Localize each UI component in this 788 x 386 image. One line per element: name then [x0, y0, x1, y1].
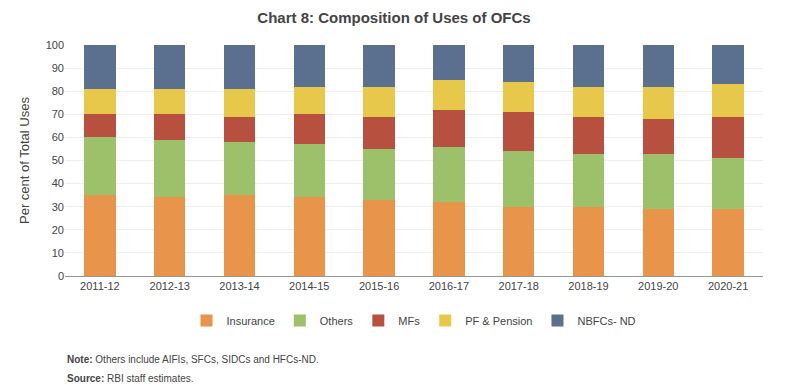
svg-text:2016-17: 2016-17	[429, 280, 469, 292]
svg-text:2011-12: 2011-12	[80, 280, 120, 292]
svg-text:Per cent of Total Uses: Per cent of Total Uses	[17, 97, 32, 224]
svg-text:2015-16: 2015-16	[359, 280, 399, 292]
svg-text:50: 50	[52, 154, 64, 166]
svg-text:NBFCs- ND: NBFCs- ND	[577, 315, 635, 327]
svg-text:2020-21: 2020-21	[708, 280, 748, 292]
svg-text:2018-19: 2018-19	[568, 280, 608, 292]
svg-text:40: 40	[52, 177, 64, 189]
svg-text:70: 70	[52, 108, 64, 120]
svg-text:100: 100	[46, 39, 64, 51]
svg-text:80: 80	[52, 85, 64, 97]
svg-text:PF & Pension: PF & Pension	[465, 315, 532, 327]
svg-text:2012-13: 2012-13	[150, 280, 190, 292]
svg-text:MFs: MFs	[398, 315, 420, 327]
svg-text:20: 20	[52, 224, 64, 236]
svg-text:Insurance: Insurance	[227, 315, 275, 327]
svg-text:90: 90	[52, 62, 64, 74]
svg-text:30: 30	[52, 201, 64, 213]
svg-text:Note: Others include AIFIs, SF: Note: Others include AIFIs, SFCs, SIDCs …	[67, 354, 319, 365]
svg-text:60: 60	[52, 131, 64, 143]
svg-text:Others: Others	[320, 315, 354, 327]
svg-text:10: 10	[52, 247, 64, 259]
svg-text:Chart 8: Composition of Uses o: Chart 8: Composition of Uses of OFCs	[257, 9, 530, 26]
svg-text:2017-18: 2017-18	[499, 280, 539, 292]
svg-text:0: 0	[58, 270, 64, 282]
svg-text:2013-14: 2013-14	[219, 280, 259, 292]
svg-text:2014-15: 2014-15	[289, 280, 329, 292]
svg-text:Source: RBI staff estimates.: Source: RBI staff estimates.	[67, 373, 194, 384]
svg-text:2019-20: 2019-20	[638, 280, 678, 292]
